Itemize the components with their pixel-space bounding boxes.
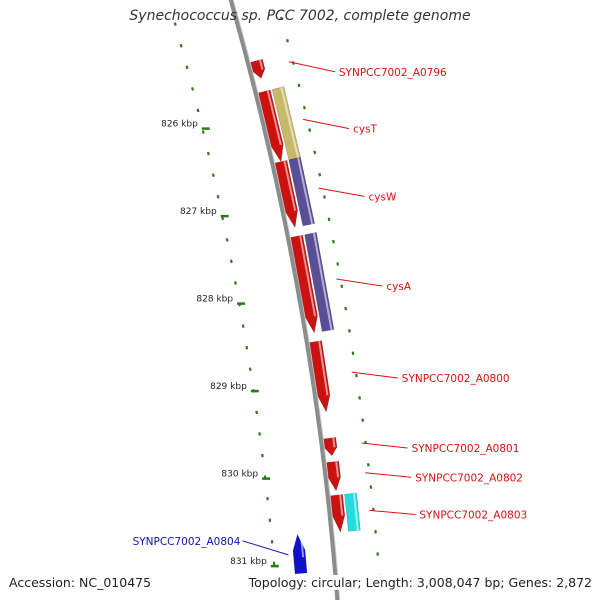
- gene-synpcc7002-a0804-shine: [299, 534, 305, 558]
- tick-dot: [225, 238, 229, 242]
- tick-dot: [229, 259, 233, 264]
- tick-dot: [340, 284, 344, 289]
- gene-synpcc7002-a0801: [323, 436, 338, 457]
- tick-827-kbp: 827 kbp: [180, 207, 229, 218]
- genome-summary-text: Topology: circular; Length: 3,008,047 bp…: [244, 575, 592, 590]
- tick-label: 831 kbp: [230, 557, 267, 567]
- tick-dot: [336, 262, 340, 266]
- gene-cysw-body: [274, 159, 298, 229]
- gene-label-synpcc7002-a0802: SYNPCC7002_A0802: [415, 472, 523, 484]
- tick-dot: [211, 173, 215, 177]
- connector-synpcc7002-a0803: [369, 509, 416, 515]
- gene-label-synpcc7002-a0796: SYNPCC7002_A0796: [339, 67, 447, 79]
- tick-dot: [241, 324, 245, 328]
- tick-dot: [348, 329, 351, 333]
- map-title: Synechococcus sp. PCC 7002, complete gen…: [129, 8, 471, 24]
- gene-cyst-body: [258, 89, 284, 163]
- tick-dot: [173, 22, 177, 27]
- tick-dot: [280, 16, 284, 21]
- gene-synpcc7002-a0801-shine: [332, 437, 336, 448]
- tick-dot: [323, 195, 326, 199]
- gene-synpcc7002-a0800-body: [309, 340, 331, 413]
- gene-label-synpcc7002-a0800: SYNPCC7002_A0800: [402, 373, 510, 385]
- tick-dot: [332, 239, 335, 244]
- feature-layer: [271, 86, 361, 532]
- gene-cysa-body: [290, 234, 318, 334]
- tick-830-kbp: 830 kbp: [221, 470, 271, 480]
- gene-cyst: [258, 89, 284, 163]
- tick-label: 830 kbp: [221, 470, 258, 480]
- tick-831-kbp: 831 kbp: [230, 557, 279, 568]
- cysT-feature-shine: [280, 86, 300, 159]
- gene-synpcc7002-a0796-shine: [258, 59, 264, 70]
- tick-dot: [286, 38, 289, 43]
- gene-cysw: [274, 159, 298, 229]
- accession-text: Accession: NC_010475: [9, 575, 152, 590]
- backbone-line: [228, 0, 340, 600]
- label-layer: SYNPCC7002_A0796 cysT cysW cysA SYNPCC7002_A…: [133, 61, 527, 556]
- tick-label: 829 kbp: [210, 382, 247, 392]
- tick-829-kbp: 829 kbp: [210, 382, 259, 393]
- tick-dot: [216, 194, 220, 199]
- tick-dot: [196, 108, 200, 113]
- gene-label-cyst: cysT: [353, 124, 377, 136]
- connector-synpcc7002-a0796: [288, 61, 336, 73]
- gene-label-synpcc7002-a0803: SYNPCC7002_A0803: [419, 510, 527, 522]
- tick-label: 828 kbp: [196, 295, 233, 305]
- tick-dot: [308, 128, 312, 132]
- cysW-feature: [288, 156, 315, 227]
- gene-label-cysw: cysW: [369, 191, 397, 203]
- gene-cysa: [290, 234, 318, 334]
- tick-dot: [234, 281, 237, 285]
- gene-synpcc7002-a0800-shine: [318, 340, 329, 396]
- gene-synpcc7002-a0796: [250, 58, 266, 79]
- tick-dot: [248, 367, 252, 372]
- cysA-feature-shine: [312, 232, 333, 331]
- connector-synpcc7002-a0804: [242, 540, 289, 556]
- tick-dot: [313, 150, 317, 155]
- gene-synpcc7002-a0803-shine: [339, 494, 344, 516]
- tick-dot: [179, 43, 183, 48]
- gene-cyst-shine: [266, 90, 282, 146]
- gene-cysa-shine: [299, 235, 317, 317]
- tick-dot: [302, 105, 306, 110]
- tick-dot: [318, 172, 322, 177]
- connector-synpcc7002-a0800: [351, 371, 398, 379]
- tick-828-kbp: 828 kbp: [196, 295, 246, 305]
- tick-dot: [245, 345, 249, 350]
- connector-cyst: [303, 118, 350, 130]
- connector-cysa: [336, 278, 383, 287]
- cysA-feature: [304, 232, 335, 332]
- tick-dot: [327, 217, 331, 222]
- tick-label: 827 kbp: [180, 207, 217, 217]
- A0803-feature-shine: [352, 493, 359, 531]
- gene-synpcc7002-a0800: [309, 340, 331, 413]
- gene-synpcc7002-a0802-shine: [335, 461, 340, 478]
- connector-synpcc7002-a0802: [365, 472, 412, 478]
- gene-synpcc7002-a0803: [330, 494, 346, 533]
- gene-label-synpcc7002-a0801: SYNPCC7002_A0801: [412, 443, 520, 455]
- connector-synpcc7002-a0801: [361, 442, 408, 449]
- cysW-feature-shine: [297, 157, 314, 225]
- gene-cysw-shine: [283, 160, 297, 211]
- tick-826-kbp: 826 kbp: [161, 120, 210, 130]
- gene-label-synpcc7002-a0804: SYNPCC7002_A0804: [133, 536, 241, 548]
- tick-label: 826 kbp: [161, 120, 198, 130]
- tick-dot: [191, 87, 195, 91]
- gene-synpcc7002-a0804-body: [292, 533, 308, 575]
- tick-dot: [297, 83, 301, 88]
- tick-layer: 826 kbp 827 kbp 828 kbp 829 kbp 830 kbp 831 k…: [161, 120, 279, 568]
- gene-label-cysa: cysA: [386, 281, 411, 293]
- gene-synpcc7002-a0804: [292, 533, 308, 575]
- connector-cysw: [318, 187, 365, 197]
- gene-layer: [250, 58, 346, 575]
- backbone-layer: [228, 0, 341, 600]
- tick-dot: [185, 65, 189, 70]
- gene-synpcc7002-a0802: [326, 460, 341, 492]
- A0803-feature: [344, 492, 361, 532]
- tick-dot: [344, 306, 348, 311]
- tick-dot: [206, 151, 210, 156]
- tick-dot: [201, 130, 205, 134]
